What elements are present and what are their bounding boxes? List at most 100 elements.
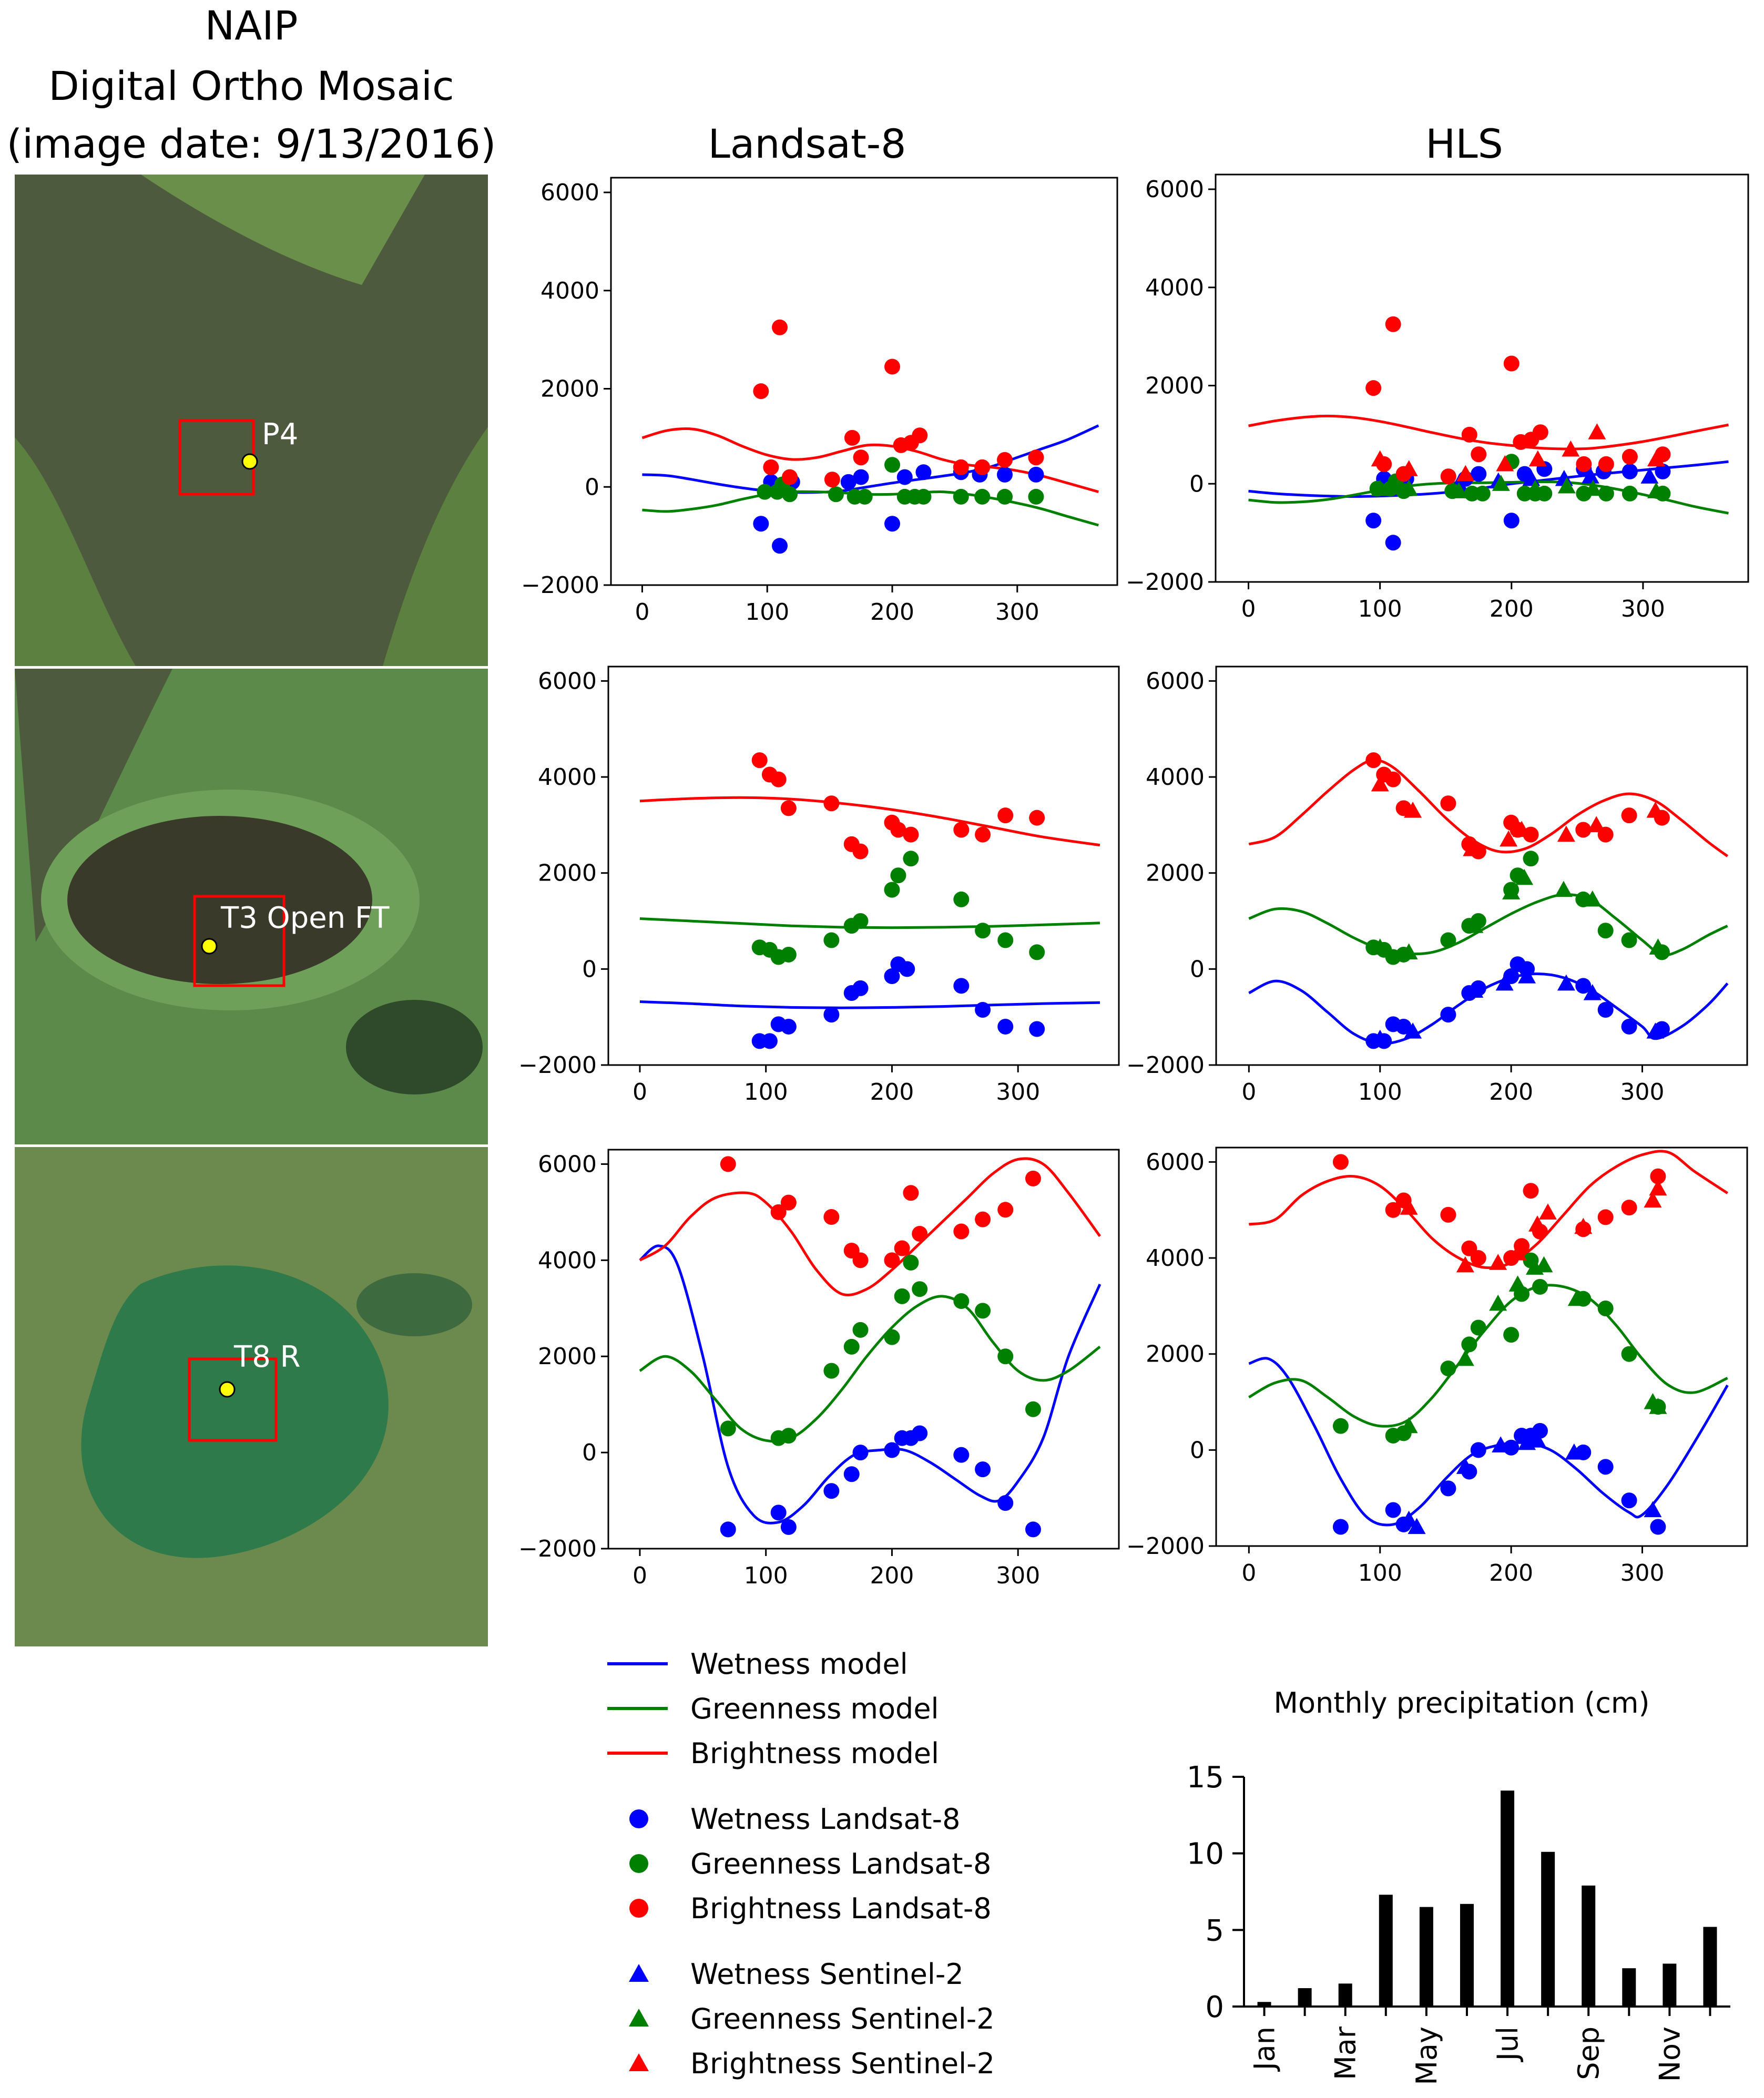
greenness-landsat-point (997, 932, 1014, 948)
wetness-landsat-point (780, 1018, 797, 1035)
site-label: T8 R (233, 1340, 301, 1374)
plot-r2-hls: 0 100 200 300 −2000 0 2000 4000 6000 (1126, 1147, 1748, 1587)
brightness-landsat-point (975, 1211, 991, 1227)
precip-x-tick-label: Sep (1572, 2027, 1605, 2080)
plot-area (1248, 316, 1729, 551)
brightness-landsat-point (997, 807, 1014, 824)
greenness-landsat-point (1597, 923, 1614, 939)
brightness-landsat-point (1523, 1183, 1539, 1199)
greenness-landsat-point (912, 1281, 928, 1297)
wetness-landsat-point (772, 538, 788, 554)
greenness-landsat-point (884, 457, 900, 473)
x-tick-label: 300 (995, 599, 1039, 626)
legend-circle-swatch (629, 1899, 648, 1918)
wetness-model-line (642, 424, 1099, 494)
precip-bar (1501, 1790, 1515, 2007)
legend-item: Greenness Sentinel-2 (629, 2002, 995, 2035)
brightness-landsat-point (852, 1252, 869, 1268)
y-tick-label: 6000 (1146, 1149, 1205, 1175)
wetness-landsat-point (997, 466, 1013, 483)
site-marker-icon (219, 1381, 236, 1398)
y-tick-label: 2000 (541, 376, 599, 403)
wetness-landsat-point (1470, 1442, 1486, 1458)
precip-bar (1703, 1927, 1717, 2007)
legend-item: Greenness model (607, 1692, 939, 1725)
brightness-landsat-point (1532, 424, 1548, 441)
legend-item: Brightness Landsat-8 (629, 1892, 992, 1925)
precip-bar (1419, 1907, 1433, 2007)
brightness-landsat-point (1470, 1250, 1486, 1266)
precip-y-tick-label: 10 (1187, 1837, 1224, 1871)
site-marker-icon (241, 453, 258, 470)
greenness-sentinel-point (1450, 482, 1468, 498)
greenness-landsat-point (1461, 1336, 1477, 1353)
legend-label: Greenness Landsat-8 (690, 1847, 991, 1880)
greenness-landsat-point (1440, 1360, 1456, 1377)
wetness-landsat-point (1395, 1018, 1412, 1035)
brightness-model-line (639, 796, 1100, 847)
greenness-landsat-point (823, 1363, 840, 1379)
brightness-landsat-point (763, 459, 779, 475)
brightness-sentinel-point (1456, 1256, 1474, 1273)
greenness-landsat-point (828, 486, 844, 503)
precip-y-tick-label: 0 (1205, 1990, 1224, 2024)
wetness-landsat-point (1655, 463, 1671, 479)
wetness-landsat-point (1440, 1007, 1456, 1023)
legend-triangle-swatch (629, 2009, 649, 2027)
plot-area (639, 752, 1100, 1049)
greenness-sentinel-point (1371, 479, 1389, 496)
brightness-landsat-point (953, 459, 969, 475)
wetness-landsat-point (884, 1442, 900, 1458)
brightness-landsat-point (780, 1194, 797, 1211)
greenness-landsat-point (1503, 1327, 1520, 1343)
brightness-landsat-point (823, 795, 840, 812)
legend-circle-swatch (629, 1854, 648, 1873)
precip-bar (1379, 1895, 1393, 2007)
x-tick-label: 0 (635, 599, 649, 626)
brightness-landsat-point (1440, 1206, 1456, 1223)
precip-bar (1338, 1983, 1352, 2007)
greenness-sentinel-point (1492, 475, 1510, 491)
brightness-landsat-point (1621, 1200, 1637, 1216)
plot-r0-hls: 0 100 200 300 −2000 0 2000 4000 6000 (1126, 173, 1749, 622)
x-tick-label: 200 (870, 1079, 914, 1106)
brightness-landsat-point (1332, 1154, 1349, 1170)
wetness-landsat-point (884, 516, 900, 532)
wetness-landsat-point (912, 1425, 928, 1441)
x-tick-label: 100 (1358, 596, 1402, 622)
brightness-sentinel-point (1528, 1215, 1546, 1232)
y-tick-label: 2000 (1146, 1341, 1205, 1368)
y-tick-label: 4000 (538, 1247, 597, 1274)
brightness-landsat-point (1622, 448, 1638, 465)
legend-item: Wetness Landsat-8 (629, 1803, 960, 1836)
greenness-landsat-point (974, 488, 991, 505)
plot-frame (610, 177, 1118, 586)
brightness-landsat-point (903, 1185, 919, 1201)
brightness-sentinel-point (1371, 450, 1389, 467)
brightness-landsat-point (1440, 468, 1456, 485)
wetness-landsat-point (853, 469, 869, 485)
brightness-sentinel-point (1528, 450, 1547, 467)
x-tick-label: 300 (996, 1562, 1040, 1589)
x-tick-label: 300 (1620, 1079, 1665, 1106)
greenness-landsat-point (890, 867, 906, 884)
brightness-sentinel-point (1562, 440, 1580, 457)
plot-area (1248, 1150, 1729, 1535)
wetness-sentinel-point (1492, 1436, 1510, 1452)
precip-bar (1460, 1903, 1474, 2007)
x-tick-label: 200 (1489, 1560, 1533, 1587)
precip-chart-title: Monthly precipitation (cm) (1273, 1686, 1649, 1720)
naip-title-line2: Digital Ortho Mosaic (48, 63, 454, 109)
naip-upland-area (15, 437, 136, 666)
greenness-landsat-point (915, 488, 932, 505)
wetness-sentinel-point (1646, 1022, 1665, 1039)
wetness-landsat-point (1025, 1521, 1041, 1538)
brightness-sentinel-point (1647, 450, 1665, 467)
y-tick-label: 2000 (538, 1343, 597, 1370)
greenness-landsat-point (852, 1322, 869, 1338)
y-tick-label: 0 (582, 1439, 597, 1466)
x-tick-label: 200 (1489, 1079, 1533, 1106)
x-tick-label: 0 (1241, 596, 1256, 622)
x-tick-label: 100 (744, 1562, 788, 1589)
wetness-landsat-point (975, 1461, 991, 1478)
